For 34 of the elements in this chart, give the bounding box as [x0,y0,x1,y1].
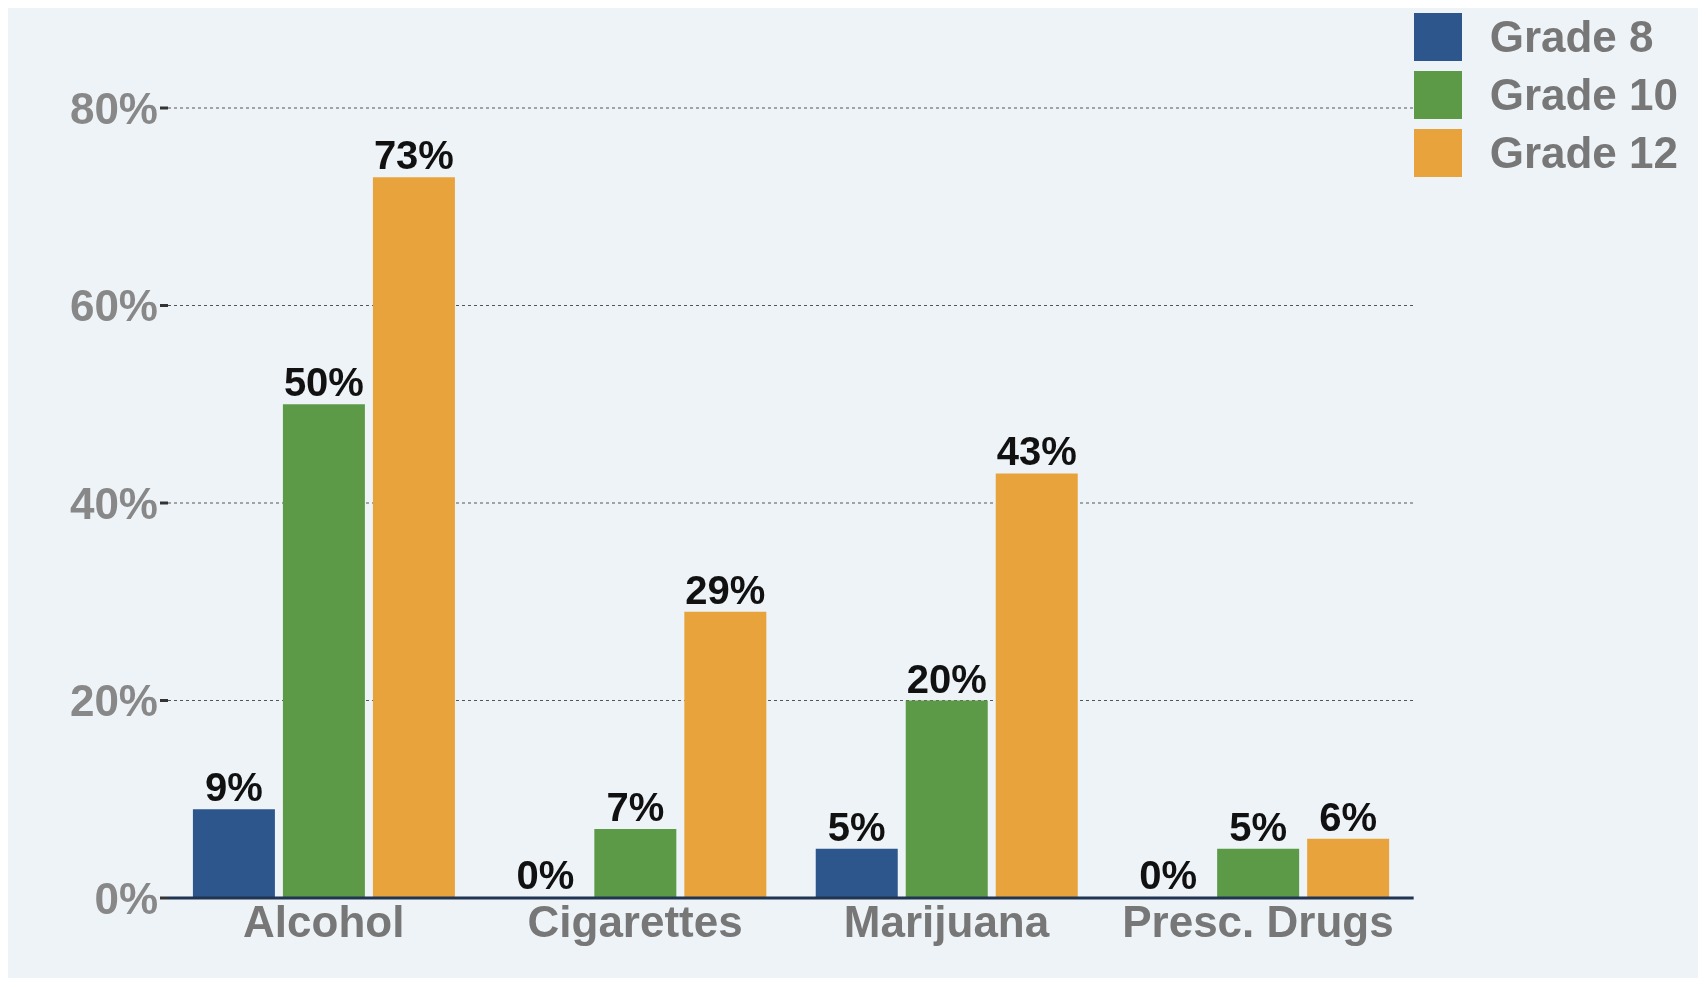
data-label: 0% [516,853,575,897]
legend-label: Grade 8 [1489,12,1654,62]
data-label: 73% [373,133,454,178]
y-tick-label: 0% [94,873,158,923]
bar [372,177,455,898]
data-label: 6% [1319,794,1378,839]
data-label: 5% [1229,804,1288,849]
legend-label: Grade 10 [1489,70,1678,120]
bar [815,848,898,898]
x-tick-label: Presc. Drugs [1122,897,1394,947]
data-label: 0% [1139,853,1198,897]
y-tick-label: 20% [69,676,158,726]
data-label: 7% [606,784,665,829]
data-label: 9% [205,765,263,810]
y-tick-label: 80% [69,83,158,133]
data-label: 29% [685,567,766,612]
bar [684,611,767,898]
bar [995,473,1078,898]
bar [192,809,275,898]
data-label: 43% [996,429,1077,474]
bar [1307,838,1390,898]
bar [1217,848,1300,898]
bar [905,700,988,898]
x-tick-label: Cigarettes [527,897,743,947]
bar [282,404,365,898]
x-tick-label: Alcohol [243,897,405,947]
y-tick-label: 60% [69,281,158,331]
legend-label: Grade 12 [1489,128,1678,178]
data-label: 20% [906,656,987,701]
data-label: 50% [283,360,364,405]
x-tick-label: Marijuana [843,897,1050,947]
data-label: 5% [827,804,886,849]
y-tick-label: 40% [69,478,158,528]
bar [594,828,677,898]
